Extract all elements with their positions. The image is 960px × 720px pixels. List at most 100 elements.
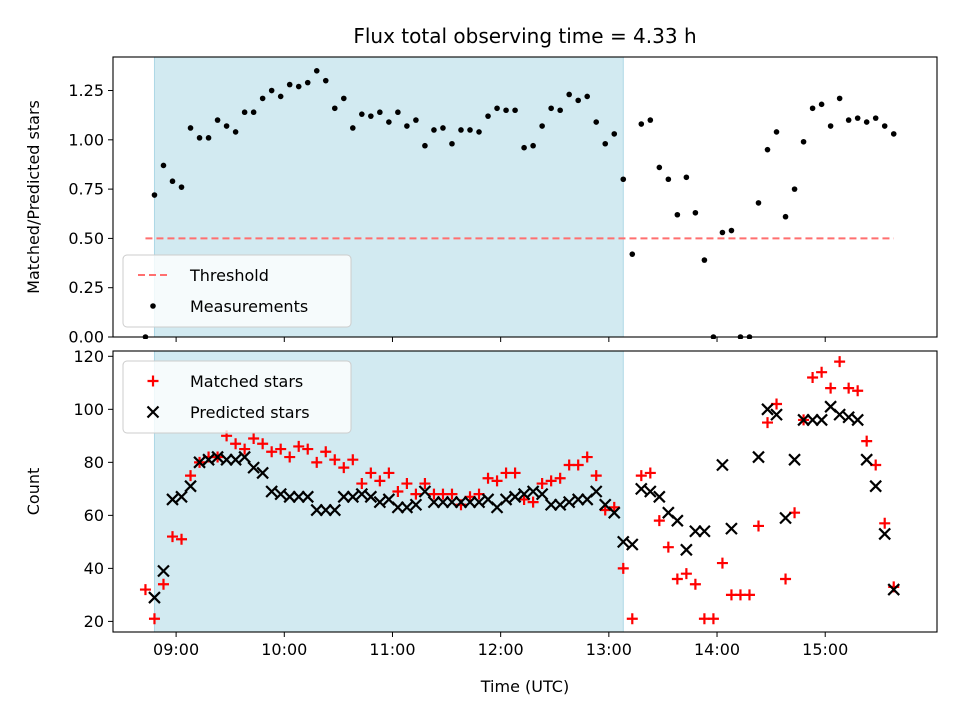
measurementspoint	[530, 142, 536, 149]
matched-starspoint	[536, 478, 548, 490]
measurementspoint	[196, 135, 203, 141]
matched-starspoint	[707, 613, 719, 625]
measurementspoint	[268, 87, 275, 94]
matched-starspoint	[617, 562, 629, 574]
predicted-starspoint	[193, 456, 206, 469]
measurementspoint	[377, 109, 383, 116]
predicted-starspoint	[671, 514, 684, 527]
measurementspoint	[277, 93, 284, 100]
matched-starspoint	[257, 438, 269, 450]
measurementspoint	[674, 211, 681, 218]
predicted-starspoint	[716, 458, 729, 472]
measurementspoint	[431, 127, 437, 133]
measurementspoint	[178, 184, 185, 190]
matched-starspoint	[671, 573, 683, 585]
predicted-starspoint	[788, 453, 801, 466]
predicted-starspoint	[436, 495, 450, 509]
matched-starspoint	[491, 475, 503, 487]
y-tick-label: 60	[84, 506, 104, 525]
predicted-starspoint	[427, 495, 441, 509]
matched-starspoint	[825, 382, 837, 394]
measurementspoint	[187, 125, 194, 131]
x-tick-label: 09:00	[153, 640, 199, 659]
predicted-starspoint	[833, 408, 846, 421]
predicted-starspoint	[815, 413, 828, 427]
measurementspoint	[872, 115, 879, 121]
predicted-starspoint	[166, 493, 179, 506]
matched-starspoint	[302, 443, 314, 455]
legend-label: Threshold	[189, 266, 269, 285]
legend-marker	[146, 405, 160, 419]
measurementspoint	[169, 178, 176, 185]
measurementspoint	[773, 129, 780, 135]
matched-starspoint	[762, 417, 774, 429]
matched-starspoint	[590, 470, 602, 482]
matched-starspoint	[401, 478, 413, 490]
matched-starspoint	[347, 454, 359, 466]
matched-starspoint	[554, 472, 566, 484]
matched-starspoint	[284, 451, 296, 463]
x-tick-label: 15:00	[802, 640, 848, 659]
measurementspoint	[304, 79, 311, 86]
measurementspoint	[160, 162, 167, 169]
matched-starspoint	[320, 446, 332, 458]
y-tick-label: 0.00	[68, 328, 104, 347]
measurementspoint	[395, 109, 401, 116]
matched-starspoint	[861, 435, 873, 447]
matched-starspoint	[356, 478, 368, 490]
predicted-starspoint	[508, 490, 522, 504]
measurementspoint	[386, 119, 392, 125]
matched-starspoint	[157, 578, 169, 590]
measurementspoint	[557, 107, 563, 114]
measurementspoint	[593, 119, 600, 125]
matched-starspoint	[852, 385, 864, 397]
measurementspoint	[458, 127, 464, 133]
matched-starspoint	[365, 467, 377, 479]
measurementspoint	[368, 113, 374, 119]
matched-starspoint	[527, 496, 539, 508]
measurementspoint	[259, 95, 266, 102]
predicted-starspoint	[409, 498, 423, 512]
measurementspoint	[566, 91, 572, 98]
y-tick-label: 0.25	[68, 278, 104, 297]
top-plot-panel: 0.00 0.25 0.50 0.75 1.00 1.25 Matched/Predicte…	[24, 56, 938, 347]
measurementspoint	[359, 111, 365, 117]
predicted-starspoint	[220, 453, 233, 466]
predicted-starspoint	[626, 538, 639, 551]
matched-starspoint	[329, 454, 341, 466]
y-axis-label: Matched/Predicted stars	[24, 100, 43, 294]
data-points	[139, 356, 901, 625]
predicted-starspoint	[292, 490, 305, 504]
matched-starspoint	[509, 467, 521, 479]
bottom-plot-panel: 20 40 60 80 100 120 09:00 10:00 11:00 12:00 13:00 1…	[24, 347, 938, 696]
matched-starspoint	[518, 493, 530, 505]
measurementspoint	[791, 186, 798, 192]
y-tick-label: 40	[84, 559, 104, 578]
predicted-starspoint	[472, 495, 486, 509]
matched-starspoint	[807, 372, 819, 384]
matched-starspoint	[293, 440, 305, 452]
measurementspoint	[404, 123, 410, 129]
predicted-starspoint	[761, 403, 774, 416]
measurementspoint	[241, 109, 248, 116]
predicted-starspoint	[418, 485, 432, 498]
predicted-starspoint	[265, 485, 278, 498]
measurementspoint	[863, 119, 870, 125]
predicted-starspoint	[301, 490, 315, 504]
measurementspoint	[232, 129, 239, 135]
predicted-starspoint	[445, 495, 459, 509]
predicted-starspoint	[229, 453, 242, 466]
matched-starspoint	[545, 475, 557, 487]
measurementspoint	[692, 209, 699, 216]
y-tick-label: 120	[73, 347, 104, 366]
legend-box	[122, 254, 352, 328]
matched-starspoint	[716, 557, 728, 569]
predicted-starspoint	[400, 501, 414, 514]
matched-starspoint	[599, 504, 611, 516]
measurementspoint	[665, 176, 672, 183]
predicted-starspoint	[184, 479, 197, 493]
measurementspoint	[854, 115, 861, 121]
predicted-starspoint	[535, 487, 549, 501]
y-tick-label: 1.25	[68, 81, 104, 100]
